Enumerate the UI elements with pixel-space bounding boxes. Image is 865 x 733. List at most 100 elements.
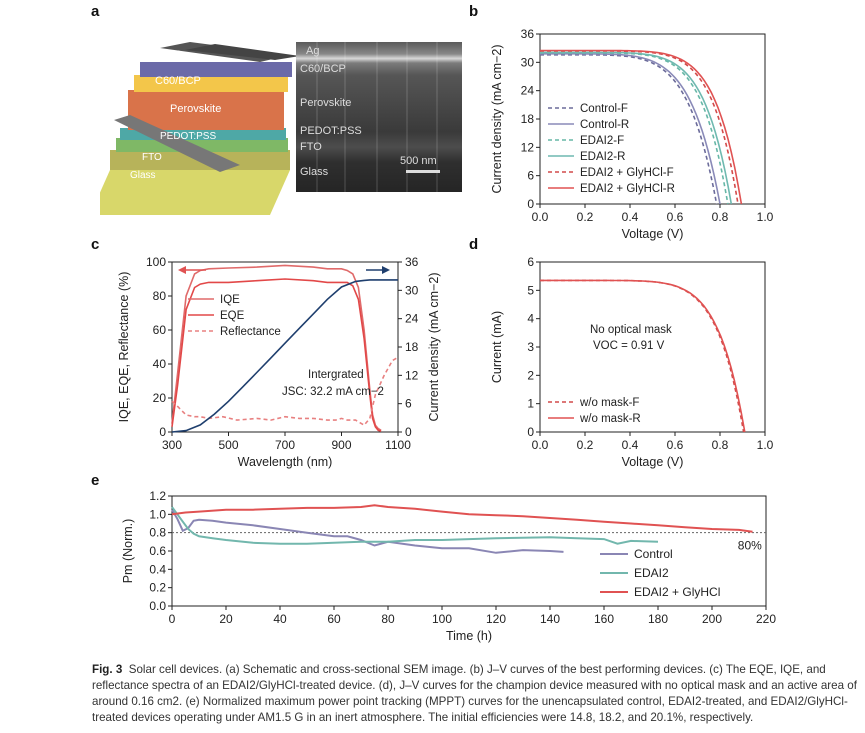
- x-axis-label: Time (h): [446, 629, 492, 643]
- ag-electrode: [185, 44, 300, 60]
- x-tick-label: 1.0: [757, 438, 774, 452]
- chart-e-mppt: 0 20 40 60 80 100 120 140 160 180 200 220 0.0 0.2 0.4 0…: [121, 489, 776, 643]
- x-tick-label: 0.4: [622, 438, 639, 452]
- x-tick-label: 0.8: [712, 438, 729, 452]
- x-tick-label: 700: [275, 438, 295, 452]
- x-tick-label: 0.0: [532, 438, 549, 452]
- y-tick-label: 18: [521, 112, 535, 126]
- y-tick-label: 1.2: [149, 489, 166, 503]
- y2-tick-label: 6: [405, 397, 412, 411]
- y-tick-label: 20: [153, 391, 167, 405]
- jv-curve: [540, 53, 721, 205]
- annotation-no-mask: No optical mask: [590, 324, 672, 336]
- y-tick-label: 36: [521, 27, 535, 41]
- x-tick-label: 80: [381, 612, 395, 626]
- x-tick-label: 40: [273, 612, 287, 626]
- x-tick-label: 900: [331, 438, 351, 452]
- x-tick-label: 0.8: [712, 210, 729, 224]
- x-axis-label: Voltage (V): [622, 227, 684, 241]
- x-tick-label: 0.6: [667, 210, 684, 224]
- y-axis-label: Pm (Norm.): [121, 519, 135, 584]
- y2-tick-label: 18: [405, 340, 419, 354]
- x-tick-label: 120: [486, 612, 506, 626]
- y-tick-label: 0: [527, 197, 534, 211]
- sem-label-perovskite: Perovskite: [300, 97, 351, 109]
- legend-label: EDAI2-R: [580, 151, 625, 163]
- x-axis-label: Wavelength (nm): [238, 455, 333, 469]
- stack-label-ag: Ag: [175, 49, 188, 61]
- c60-layer: [134, 75, 288, 92]
- x-tick-label: 1.0: [757, 210, 774, 224]
- x-tick-label: 500: [218, 438, 238, 452]
- stack-label-c60: C60/BCP: [155, 75, 201, 87]
- legend-label: EDAI2 + GlyHCl-R: [580, 183, 675, 195]
- spectrum-curve: [171, 264, 382, 431]
- sem-label-pedot: PEDOT:PSS: [300, 125, 362, 137]
- y-tick-label: 0.6: [149, 544, 166, 558]
- scale-bar-label: 500 nm: [400, 155, 437, 167]
- x-tick-label: 100: [432, 612, 452, 626]
- x-tick-label: 60: [327, 612, 341, 626]
- stack-label-fto: FTO: [142, 152, 162, 163]
- arrow-left-icon: [178, 266, 186, 274]
- x-tick-label: 0.2: [577, 438, 594, 452]
- legend-label: EDAI2: [634, 566, 669, 580]
- caption-fig-label: Fig. 3: [92, 663, 123, 676]
- panel-label-c: c: [91, 236, 100, 253]
- y-tick-label: 0: [159, 425, 166, 439]
- jv-curve: [540, 51, 733, 205]
- y-tick-label: 5: [527, 283, 534, 297]
- y-axis-label: Current density (mA cm−2): [490, 44, 504, 193]
- panel-label-b: b: [469, 3, 479, 20]
- x-tick-label: 0.4: [622, 210, 639, 224]
- y-tick-label: 60: [153, 323, 167, 337]
- y2-tick-label: 36: [405, 255, 419, 269]
- sem-image: [296, 42, 462, 192]
- x-tick-label: 0: [169, 612, 176, 626]
- y2-tick-label: 12: [405, 368, 419, 382]
- ito-strip: [114, 115, 240, 172]
- spectrum-curve: [171, 279, 398, 433]
- y-tick-label: 6: [527, 169, 534, 183]
- y-tick-label: 80: [153, 289, 167, 303]
- y-tick-label: 0.0: [149, 599, 166, 613]
- y-tick-label: 1.0: [149, 507, 166, 521]
- y2-axis-label: Current density (mA cm−2): [427, 272, 441, 421]
- jv-curve: [540, 54, 718, 205]
- y-tick-label: 6: [527, 255, 534, 269]
- annotation-80-percent: 80%: [738, 539, 762, 553]
- legend-label: IQE: [220, 294, 240, 306]
- legend-label: EDAI2 + GlyHCl-F: [580, 167, 674, 179]
- annotation-jsc: JSC: 32.2 mA cm−2: [282, 386, 384, 398]
- mppt-curve: [171, 509, 564, 554]
- legend-label: w/o mask-F: [579, 397, 639, 409]
- sem-annotations: Ag C60/BCP Perovskite PEDOT:PSS FTO Glas…: [300, 45, 440, 178]
- spectrum-curve: [171, 356, 399, 427]
- jv-curve: [540, 279, 746, 433]
- mppt-curve: [171, 504, 753, 533]
- legend-label: Reflectance: [220, 326, 281, 338]
- jv-curve: [540, 279, 745, 433]
- mppt-curve: [171, 506, 659, 545]
- y2-tick-label: 24: [405, 312, 419, 326]
- x-tick-label: 0.0: [532, 210, 549, 224]
- legend-label: Control-R: [580, 119, 629, 131]
- panel-label-d: d: [469, 236, 479, 253]
- chart-d-jv-nomask: 0.0 0.2 0.4 0.6 0.8 1.0 0 1 2 3 4 5 6 Voltage (V) Curr…: [490, 255, 774, 469]
- caption-text: Solar cell devices. (a) Schematic and cr…: [92, 663, 857, 724]
- y-tick-label: 4: [527, 312, 534, 326]
- y2-tick-label: 0: [405, 425, 412, 439]
- plot-frame: [171, 261, 399, 433]
- y-tick-label: 2: [527, 368, 534, 382]
- y-tick-label: 1: [527, 397, 534, 411]
- annotation-voc: VOC = 0.91 V: [593, 340, 665, 352]
- scale-bar: [406, 170, 440, 173]
- x-tick-label: 20: [219, 612, 233, 626]
- y-tick-label: 0.4: [149, 562, 166, 576]
- x-tick-label: 140: [540, 612, 560, 626]
- y-tick-label: 0.2: [149, 581, 166, 595]
- stack-label-pedot: PEDOT:PSS: [160, 131, 216, 142]
- stack-label-perovskite: Perovskite: [170, 103, 221, 115]
- y-tick-label: 40: [153, 357, 167, 371]
